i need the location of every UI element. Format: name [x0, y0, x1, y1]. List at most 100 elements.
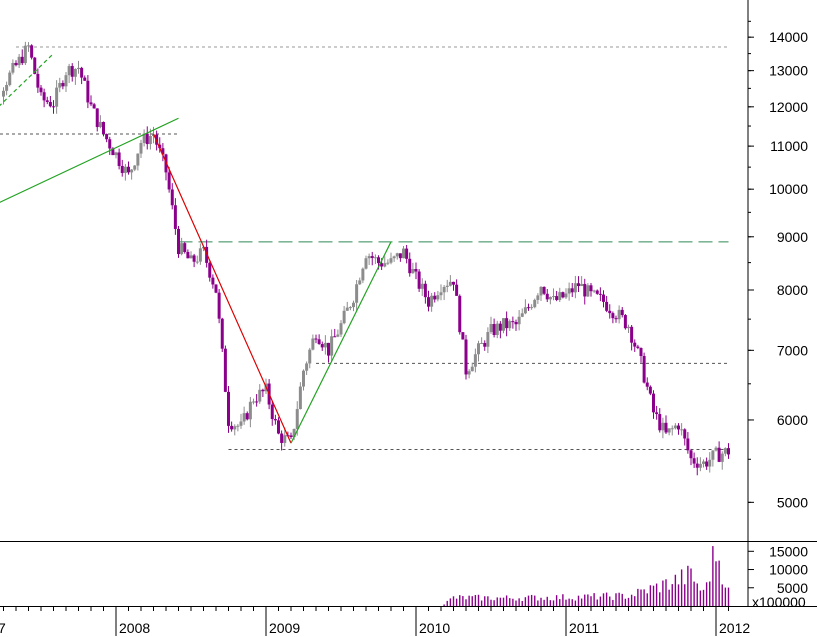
candle-body: [627, 326, 630, 329]
trendline: [290, 241, 392, 444]
candle-body: [661, 422, 665, 431]
candle-body: [605, 301, 609, 311]
volume-tick-label: 10000: [769, 562, 808, 578]
candle-body: [320, 344, 324, 348]
candle-body: [583, 283, 587, 297]
candle-body: [352, 302, 355, 308]
candle-body: [98, 121, 102, 128]
y-tick-label: 12000: [769, 99, 808, 115]
candle-body: [433, 295, 437, 300]
candle-body: [17, 56, 21, 66]
candle-body: [527, 307, 530, 309]
candle-body: [720, 453, 724, 462]
candle-body: [120, 165, 124, 173]
volume-panel: [443, 546, 730, 606]
candle-body: [142, 133, 146, 143]
candle-body: [192, 255, 196, 262]
candle-body: [423, 283, 427, 298]
candle-body: [602, 294, 605, 302]
candle-body: [36, 73, 40, 88]
candle-body: [533, 299, 537, 308]
candle-body: [580, 283, 584, 287]
candle-body: [270, 404, 274, 420]
candle-body: [595, 290, 599, 294]
candle-body: [552, 296, 555, 298]
candle-body: [461, 332, 465, 340]
candle-body: [52, 106, 55, 108]
candle-body: [514, 322, 518, 325]
candle-body: [398, 253, 402, 259]
candle-body: [692, 458, 696, 464]
candle-body: [555, 296, 559, 300]
candle-body: [230, 425, 234, 430]
candle-body: [61, 82, 65, 87]
candle-body: [45, 100, 49, 102]
candle-body: [11, 62, 15, 73]
candle-body: [455, 284, 459, 296]
candle-body: [173, 205, 177, 229]
y-tick-label: 13000: [769, 63, 808, 79]
candle-body: [20, 56, 24, 64]
candle-body: [489, 324, 493, 333]
volume-unit-label: x100000: [752, 594, 806, 610]
volume-tick-label: 15000: [769, 543, 808, 559]
candle-body: [639, 347, 643, 357]
candle-body: [558, 292, 562, 300]
candle-body: [698, 463, 702, 468]
candle-body: [223, 348, 227, 392]
candle-body: [86, 80, 90, 103]
candle-body: [414, 268, 418, 272]
candle-body: [311, 338, 315, 350]
candle-body: [55, 87, 59, 107]
candle-body: [677, 425, 680, 430]
candle-body: [67, 66, 71, 76]
candle-body: [695, 463, 699, 468]
candle-body: [367, 256, 371, 259]
candle-body: [502, 318, 505, 331]
candle-body: [39, 87, 43, 93]
candle-body: [542, 286, 546, 294]
x-tick-label: 7: [0, 620, 6, 636]
candle-body: [589, 285, 593, 292]
candle-body: [248, 401, 252, 420]
candle-body: [236, 425, 240, 427]
x-tick-label: 2008: [119, 620, 150, 636]
candle-body: [261, 389, 265, 392]
candle-body: [439, 292, 443, 296]
candle-body: [186, 251, 190, 259]
candle-body: [417, 271, 421, 289]
candle-body: [70, 66, 74, 77]
candle-body: [233, 426, 237, 430]
candle-body: [177, 228, 180, 255]
candle-body: [683, 429, 687, 439]
candle-body: [361, 268, 365, 281]
candle-body: [598, 293, 602, 295]
candle-body: [245, 413, 249, 420]
y-tick-label: 10000: [769, 181, 808, 197]
candle-body: [464, 339, 468, 375]
candle-body: [686, 438, 690, 451]
candle-body: [714, 447, 718, 451]
y-tick-label: 9000: [777, 229, 808, 245]
candle-body: [648, 386, 652, 394]
candle-body: [577, 283, 580, 287]
candle-body: [717, 447, 721, 462]
candle-body: [505, 318, 509, 329]
candle-body: [467, 371, 471, 375]
candle-body: [508, 321, 512, 329]
y-tick-label: 6000: [777, 412, 808, 428]
candle-body: [645, 382, 649, 387]
candle-body: [77, 67, 80, 69]
candle-body: [523, 307, 527, 314]
candle-body: [314, 338, 318, 340]
candle-body: [227, 391, 230, 426]
candle-body: [470, 366, 474, 372]
candle-body: [80, 67, 84, 78]
candle-body: [545, 293, 549, 300]
candle-body: [302, 370, 305, 387]
candle-body: [283, 435, 287, 443]
candle-body: [355, 284, 359, 303]
candle-body: [127, 166, 130, 173]
candle-body: [655, 412, 659, 415]
candle-body: [392, 256, 396, 259]
